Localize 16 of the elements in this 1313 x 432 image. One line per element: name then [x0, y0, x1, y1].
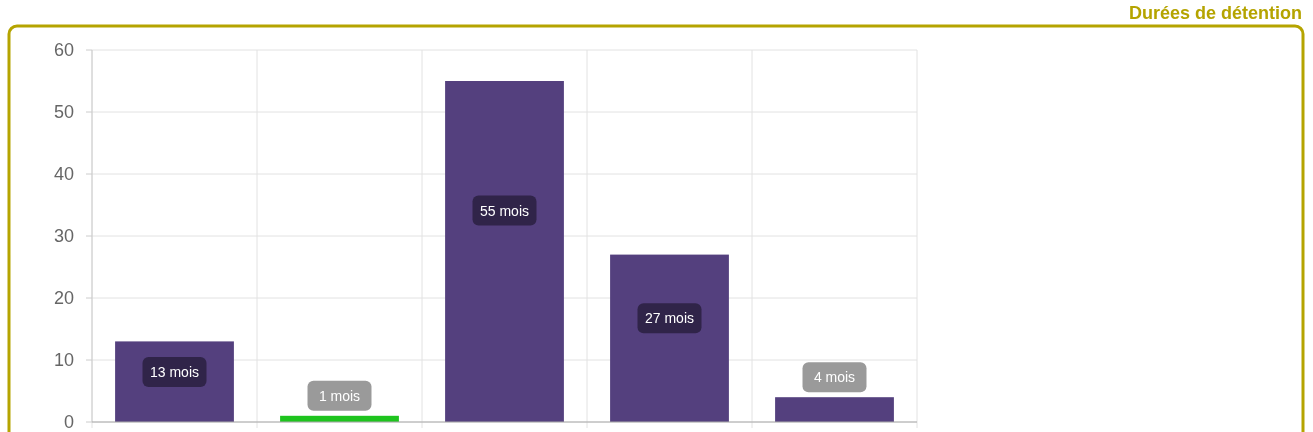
bar — [610, 254, 729, 422]
bar — [445, 81, 564, 422]
data-label: 27 mois — [644, 310, 695, 327]
y-tick-label: 20 — [53, 288, 74, 309]
text: Durées de détention — [1128, 3, 1302, 23]
data-label: 55 mois — [479, 202, 530, 219]
y-tick-label: 10 — [53, 350, 74, 371]
y-tick-label: 50 — [53, 102, 74, 123]
y-tick-label: 0 — [63, 412, 74, 432]
y-tick-label: 60 — [53, 40, 74, 61]
data-label: 4 mois — [813, 369, 856, 386]
data-label: 1 mois — [318, 387, 361, 404]
bar — [775, 397, 894, 422]
y-tick-label: 40 — [53, 164, 74, 185]
data-label: 13 mois — [149, 364, 200, 381]
y-tick-label: 30 — [53, 226, 74, 247]
